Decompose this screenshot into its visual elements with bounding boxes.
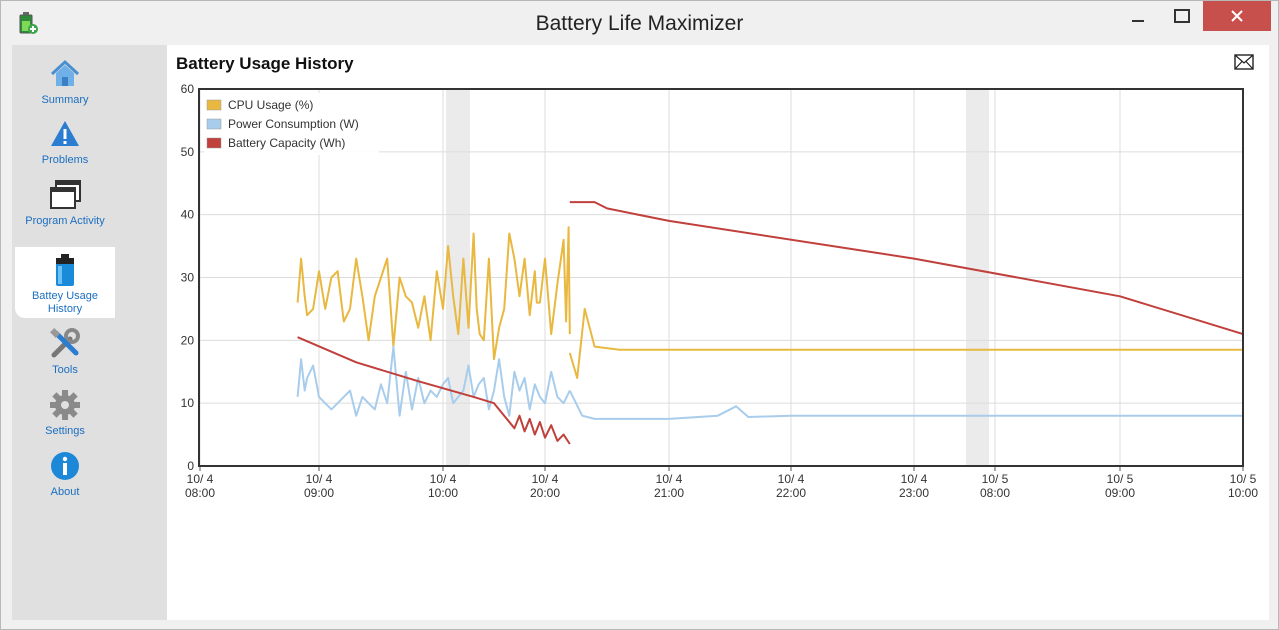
sidebar-item-summary[interactable]: Summary (15, 57, 115, 107)
y-tick-label: 30 (181, 271, 195, 285)
y-tick-label: 60 (181, 83, 195, 96)
sidebar-item-label: Problems (41, 154, 89, 166)
sidebar-item-label: About (50, 486, 80, 498)
y-tick-label: 0 (187, 459, 194, 473)
cpu-usage-line (296, 226, 571, 361)
y-tick-label: 10 (181, 396, 195, 410)
sidebar-item-about[interactable]: About (15, 449, 115, 499)
warning-icon (51, 121, 79, 146)
x-tick-label: 10/ 5 08:00 (980, 472, 1010, 500)
home-icon (50, 59, 80, 86)
legend-label: Battery Capacity (Wh) (228, 136, 345, 150)
x-tick-label: 10/ 4 23:00 (899, 472, 929, 500)
sidebar-item-tools[interactable]: Tools (15, 327, 115, 377)
main-content: Battery Usage History 0 10 20 30 40 50 60 10/ 4… (167, 45, 1269, 620)
sidebar-item-label: Battey Usage History (31, 290, 99, 315)
minimize-button[interactable] (1115, 1, 1161, 31)
legend-swatch (206, 137, 222, 149)
battery-icon (56, 254, 74, 286)
sidebar-item-label: Program Activity (25, 215, 105, 227)
y-tick-label: 40 (181, 208, 195, 222)
x-tick-label: 10/ 4 09:00 (304, 472, 334, 500)
legend-swatch (206, 118, 222, 130)
info-icon (51, 452, 79, 480)
close-button[interactable] (1203, 1, 1271, 31)
x-tick-label: 10/ 4 20:00 (530, 472, 560, 500)
sidebar-item-label: Settings (45, 425, 85, 437)
close-icon (1231, 10, 1243, 22)
battery-usage-chart: 0 10 20 30 40 50 60 10/ 4 08:00 10/ 4 09:00 10/ 4 10… (181, 83, 1259, 500)
gear-icon (50, 390, 80, 420)
x-tick-label: 10/ 5 09:00 (1105, 472, 1135, 500)
y-tick-label: 20 (181, 333, 195, 347)
maximize-button[interactable] (1159, 1, 1205, 31)
legend-box (204, 93, 379, 155)
sidebar-item-label: Tools (52, 364, 78, 376)
maximize-icon (1174, 9, 1190, 23)
sidebar-item-problems[interactable]: Problems (15, 117, 115, 167)
sidebar-item-program-activity[interactable]: Program Activity (15, 178, 115, 228)
legend-label: Power Consumption (W) (228, 117, 359, 131)
sidebar-item-battery-usage-history[interactable]: Battey Usage History (15, 247, 115, 318)
x-tick-label: 10/ 4 21:00 (654, 472, 684, 500)
y-tick-label: 50 (181, 145, 195, 159)
tools-icon (50, 328, 80, 358)
legend-label: CPU Usage (%) (228, 98, 313, 112)
sidebar-item-settings[interactable]: Settings (15, 388, 115, 438)
plot-frame (198, 88, 1244, 467)
x-tick-label: 10/ 4 22:00 (776, 472, 806, 500)
x-tick-label: 10/ 4 10:00 (428, 472, 458, 500)
sidebar-item-label: Summary (41, 94, 89, 106)
minimize-icon (1132, 20, 1144, 22)
page-title: Battery Usage History (176, 54, 354, 73)
legend-swatch (206, 99, 222, 111)
power-consumption-line (296, 345, 571, 417)
window-title: Battery Life Maximizer (535, 12, 744, 35)
battery-capacity-line (297, 336, 571, 445)
x-tick-label: 10/ 5 10:00 (1228, 472, 1258, 500)
sidebar: Summary Problems Program Activity (12, 45, 167, 620)
mail-icon[interactable] (1234, 54, 1254, 70)
windows-icon (50, 180, 81, 209)
title-bar[interactable]: Battery Life Maximizer (1, 1, 1278, 45)
battery-app-icon (19, 12, 38, 34)
x-tick-label: 10/ 4 08:00 (185, 472, 215, 500)
